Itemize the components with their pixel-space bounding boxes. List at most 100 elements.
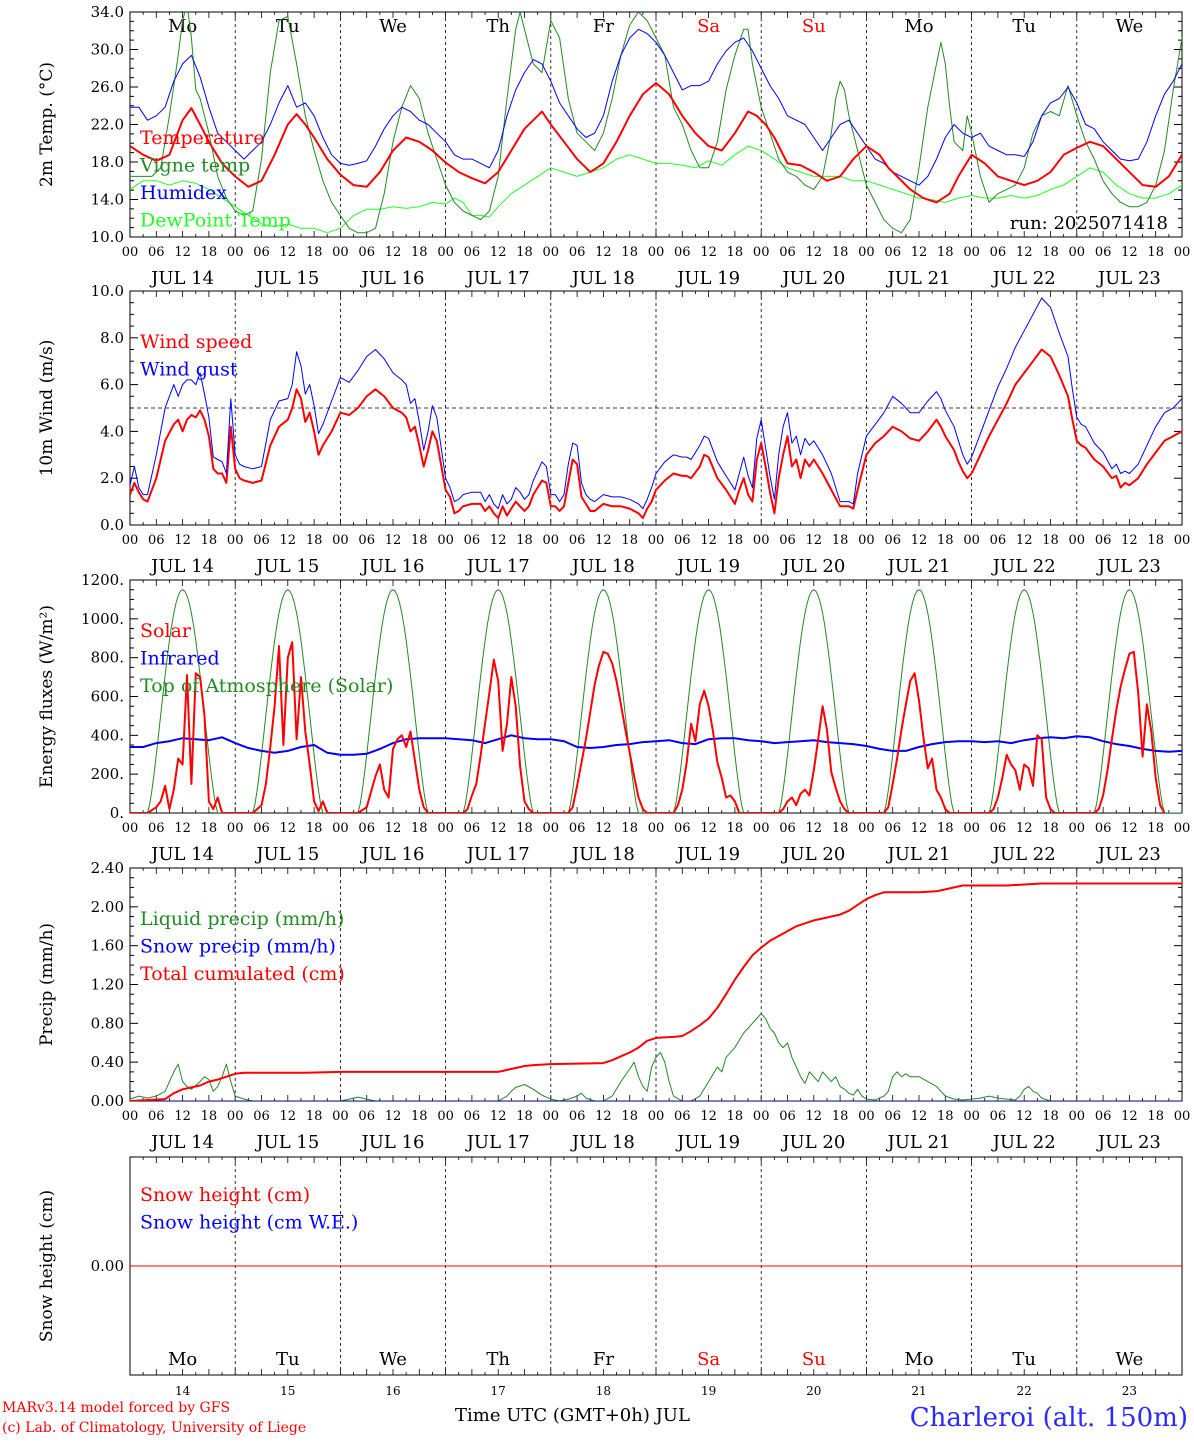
x-hour-label: 00 bbox=[1174, 1109, 1191, 1124]
legend-entry: DewPoint Temp bbox=[140, 210, 291, 232]
x-hour-label: 12 bbox=[595, 1109, 612, 1124]
x-hour-label: 18 bbox=[1042, 1109, 1059, 1124]
panel-3: 0. 200. 400. 600. 800. 1000. 1200. Energy fluxe… bbox=[37, 571, 1191, 865]
x-hour-label: 00 bbox=[227, 821, 244, 836]
x-hour-label: 00 bbox=[1174, 245, 1191, 260]
series-group bbox=[130, 589, 1182, 813]
x-date-label: JUL 20 bbox=[780, 1132, 845, 1153]
x-date-label: JUL 17 bbox=[465, 556, 530, 577]
x-hour-label: 06 bbox=[990, 245, 1007, 260]
x-hour-label: 06 bbox=[1095, 821, 1112, 836]
y-tick-label: 10.0 bbox=[91, 282, 124, 300]
x-hour-label: 18 bbox=[937, 533, 954, 548]
x-date-label: JUL 20 bbox=[780, 556, 845, 577]
x-date-label: JUL 16 bbox=[360, 268, 425, 289]
x-hour-label: 18 bbox=[306, 821, 323, 836]
y-tick-label: 4.0 bbox=[100, 422, 124, 440]
x-hour-label: 06 bbox=[253, 533, 270, 548]
panel-1: 10.0 14.0 18.0 22.0 26.0 30.0 34.0 2m Temp. (°C… bbox=[37, 3, 1191, 289]
x-hour-label: 00 bbox=[858, 821, 875, 836]
x-hour-label: 06 bbox=[990, 1109, 1007, 1124]
y-tick-label: 600. bbox=[91, 688, 124, 706]
x-date-label: JUL 14 bbox=[149, 1132, 214, 1153]
run-label: run: 2025071418 bbox=[1010, 213, 1168, 234]
time-axis-title: Time UTC (GMT+0h) JUL bbox=[455, 1405, 690, 1426]
series-line-wind-gust bbox=[130, 297, 1182, 510]
x-date-label: JUL 20 bbox=[780, 268, 845, 289]
y-tick-label: 2.0 bbox=[100, 469, 124, 487]
x-hour-label: 12 bbox=[911, 1109, 928, 1124]
x-date-label: JUL 22 bbox=[991, 268, 1056, 289]
y-tick-label: 6.0 bbox=[100, 376, 124, 394]
day-number-label: 18 bbox=[596, 1384, 611, 1398]
x-hour-label: 12 bbox=[174, 821, 191, 836]
x-date-label: JUL 22 bbox=[991, 1132, 1056, 1153]
y-tick-label: 0.80 bbox=[91, 1014, 124, 1032]
x-hour-label: 12 bbox=[595, 533, 612, 548]
x-hour-label: 12 bbox=[280, 245, 297, 260]
x-hour-label: 00 bbox=[858, 245, 875, 260]
legend-entry: Wind gust bbox=[140, 359, 238, 381]
legend-entry: Humidex bbox=[140, 182, 227, 204]
x-hour-label: 00 bbox=[1174, 821, 1191, 836]
x-hour-label: 06 bbox=[569, 533, 586, 548]
x-hour-label: 00 bbox=[332, 821, 349, 836]
x-hour-label: 00 bbox=[332, 1109, 349, 1124]
weekday-label: Mo bbox=[904, 1349, 933, 1370]
x-hour-label: 18 bbox=[727, 821, 744, 836]
series-line-liquid-precip-mm-h- bbox=[130, 1013, 1182, 1101]
x-hour-label: 00 bbox=[858, 533, 875, 548]
x-hour-label: 12 bbox=[806, 821, 823, 836]
x-hour-label: 06 bbox=[674, 821, 691, 836]
x-hour-label: 00 bbox=[1069, 821, 1086, 836]
x-date-label: JUL 21 bbox=[886, 556, 951, 577]
x-date-label: JUL 16 bbox=[360, 556, 425, 577]
x-hour-label: 06 bbox=[990, 533, 1007, 548]
x-hour-label: 00 bbox=[648, 821, 665, 836]
legend-entry: Snow precip (mm/h) bbox=[140, 936, 336, 958]
x-hour-label: 00 bbox=[963, 533, 980, 548]
weekday-label: Tu bbox=[1012, 1349, 1036, 1370]
y-tick-label: 14.0 bbox=[91, 191, 124, 209]
x-hour-label: 18 bbox=[937, 821, 954, 836]
y-tick-label: 2.40 bbox=[91, 859, 124, 877]
x-date-label: JUL 18 bbox=[570, 1132, 635, 1153]
x-hour-label: 00 bbox=[753, 821, 770, 836]
day-number-label: 16 bbox=[385, 1384, 400, 1398]
x-hour-label: 06 bbox=[148, 533, 165, 548]
y-tick-label: 0.00 bbox=[91, 1092, 124, 1110]
legend-entry: Liquid precip (mm/h) bbox=[140, 908, 344, 930]
day-number-label: 15 bbox=[280, 1384, 295, 1398]
x-hour-label: 00 bbox=[122, 533, 139, 548]
x-hour-label: 18 bbox=[727, 1109, 744, 1124]
x-hour-label: 00 bbox=[122, 1109, 139, 1124]
x-hour-label: 06 bbox=[569, 245, 586, 260]
legend-entry: Snow height (cm W.E.) bbox=[140, 1212, 358, 1234]
x-hour-label: 06 bbox=[1095, 1109, 1112, 1124]
y-tick-label: 26.0 bbox=[91, 78, 124, 96]
x-hour-label: 00 bbox=[437, 821, 454, 836]
x-hour-label: 06 bbox=[569, 1109, 586, 1124]
x-hour-label: 12 bbox=[1016, 533, 1033, 548]
x-hour-label: 00 bbox=[1069, 245, 1086, 260]
series-line-infrared bbox=[130, 734, 1182, 756]
x-hour-label: 00 bbox=[122, 821, 139, 836]
legend-entry: Solar bbox=[140, 620, 192, 642]
x-hour-label: 00 bbox=[1069, 1109, 1086, 1124]
y-tick-label: 10.0 bbox=[91, 228, 124, 246]
series-line-total-cumulated-cm- bbox=[130, 882, 1182, 1101]
x-hour-label: 06 bbox=[779, 821, 796, 836]
x-hour-label: 00 bbox=[753, 533, 770, 548]
series-group bbox=[130, 12, 1182, 234]
x-hour-label: 12 bbox=[385, 533, 402, 548]
day-number-label: 23 bbox=[1122, 1384, 1137, 1398]
x-hour-label: 00 bbox=[963, 245, 980, 260]
x-hour-label: 06 bbox=[464, 245, 481, 260]
x-hour-label: 18 bbox=[621, 533, 638, 548]
series-line-vigne-temp bbox=[130, 12, 1182, 234]
y-axis-title: 10m Wind (m/s) bbox=[37, 340, 57, 477]
weekday-label: Su bbox=[802, 1349, 826, 1370]
x-hour-label: 06 bbox=[253, 821, 270, 836]
legend-entry: Snow height (cm) bbox=[140, 1184, 310, 1206]
